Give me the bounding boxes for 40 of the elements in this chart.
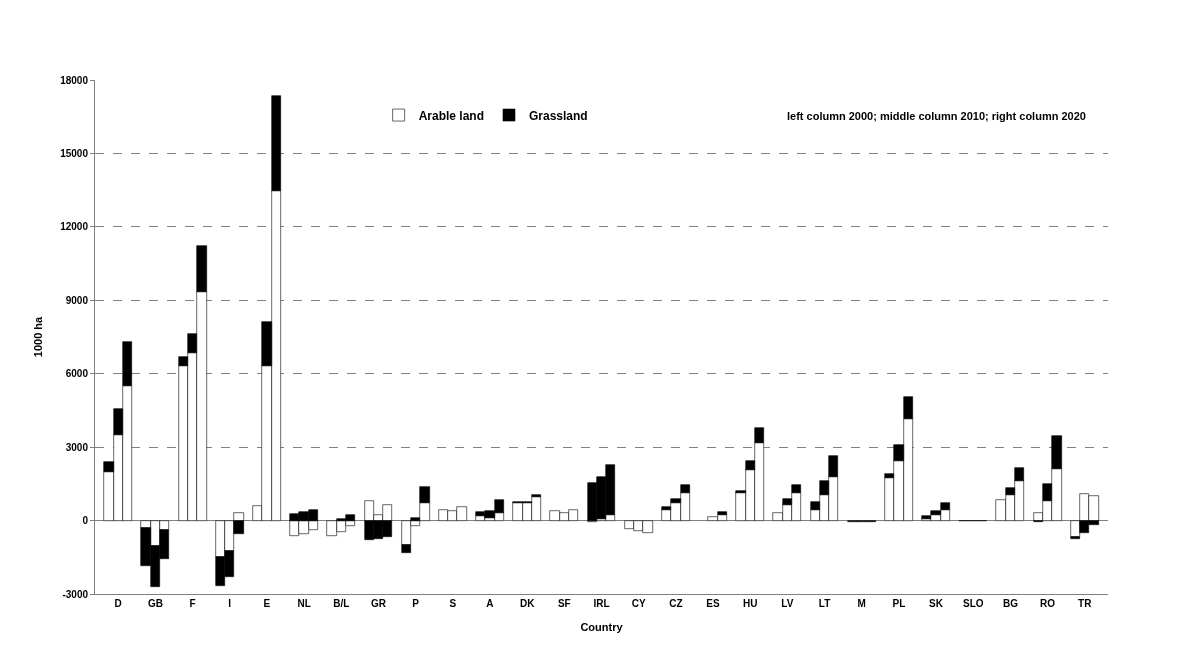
- x-tick-label: PL: [892, 598, 906, 609]
- x-tick-label: HU: [742, 598, 758, 609]
- x-tick-label: GB: [147, 598, 163, 609]
- x-tick-label: ES: [706, 598, 721, 609]
- y-axis-title: 1000 ha: [31, 315, 44, 358]
- x-tick-label: CZ: [669, 598, 683, 609]
- y-tick-label: 6000: [65, 368, 89, 380]
- x-tick-label: SK: [929, 598, 944, 609]
- x-tick-label: B/L: [333, 598, 350, 609]
- x-tick-label: TR: [1078, 598, 1093, 609]
- x-tick-label: E: [263, 598, 271, 609]
- x-tick-label: IRL: [593, 598, 610, 609]
- x-tick-label: LV: [781, 598, 794, 609]
- legend-label: Grassland: [529, 108, 588, 123]
- x-tick-label: A: [486, 598, 494, 609]
- x-tick-label: F: [189, 598, 196, 609]
- x-tick-label: S: [449, 598, 457, 609]
- y-tick-label: 12000: [60, 221, 89, 233]
- x-tick-label: SF: [557, 598, 571, 609]
- x-tick-label: P: [412, 598, 420, 609]
- annotation: left column 2000; middle column 2010; right column 2020: [787, 110, 1086, 122]
- x-tick-label: M: [857, 598, 866, 609]
- x-tick-label: LT: [818, 598, 831, 609]
- x-tick-label: I: [228, 598, 232, 609]
- x-tick-label: RO: [1040, 598, 1056, 609]
- y-tick-label: 0: [82, 515, 89, 527]
- legend-label: Arable land: [418, 108, 484, 123]
- y-tick-label: -3000: [62, 588, 89, 600]
- y-tick-label: 3000: [65, 441, 89, 453]
- y-tick-label: 9000: [65, 294, 89, 306]
- x-tick-label: CY: [631, 598, 646, 609]
- x-tick-label: DK: [519, 598, 536, 609]
- y-tick-label: 18000: [60, 74, 89, 86]
- x-tick-label: D: [114, 598, 122, 609]
- x-axis-title: Country: [580, 621, 624, 634]
- x-tick-label: GR: [370, 598, 387, 609]
- x-tick-label: NL: [297, 598, 311, 609]
- x-tick-label: BG: [1002, 598, 1019, 609]
- y-tick-label: 15000: [60, 147, 89, 159]
- x-tick-label: SLO: [962, 598, 984, 609]
